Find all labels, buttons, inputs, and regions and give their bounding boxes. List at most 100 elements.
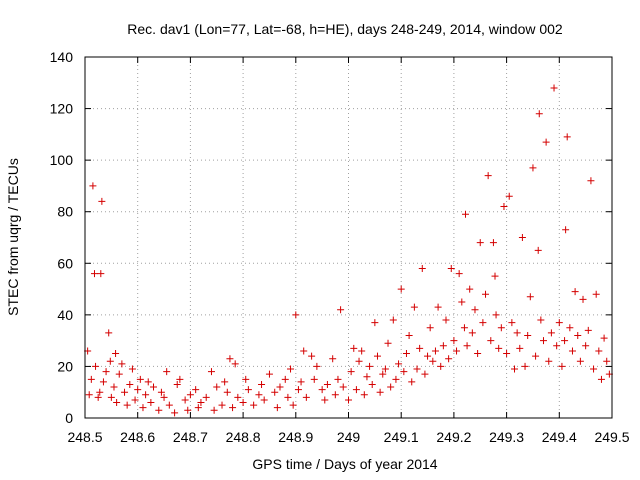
data-point bbox=[281, 375, 289, 383]
data-point bbox=[352, 386, 360, 394]
data-point bbox=[337, 306, 345, 314]
data-point bbox=[218, 401, 226, 409]
data-point bbox=[482, 290, 490, 298]
data-point bbox=[492, 311, 500, 319]
data-point bbox=[345, 396, 352, 404]
data-point bbox=[437, 362, 445, 370]
data-point bbox=[445, 355, 453, 363]
x-tick-label: 249.2 bbox=[436, 429, 471, 445]
data-point bbox=[123, 401, 131, 409]
data-point bbox=[310, 375, 318, 383]
data-point bbox=[97, 270, 105, 278]
data-point bbox=[603, 357, 611, 365]
data-point bbox=[181, 396, 189, 404]
data-point bbox=[487, 337, 495, 345]
data-point bbox=[408, 378, 416, 386]
data-point bbox=[368, 380, 376, 388]
data-point bbox=[574, 331, 582, 339]
x-tick-label: 249.4 bbox=[542, 429, 577, 445]
data-point bbox=[273, 404, 281, 412]
data-point bbox=[416, 344, 424, 352]
data-point bbox=[142, 391, 150, 399]
data-point bbox=[461, 210, 469, 218]
data-point bbox=[405, 331, 413, 339]
data-point bbox=[85, 391, 93, 399]
data-point bbox=[139, 404, 147, 412]
data-point bbox=[294, 386, 302, 394]
data-point bbox=[471, 306, 479, 314]
data-point bbox=[255, 391, 263, 399]
data-point bbox=[389, 316, 397, 324]
data-point bbox=[505, 192, 513, 200]
data-point bbox=[584, 326, 592, 334]
data-point bbox=[202, 393, 210, 401]
data-point bbox=[495, 344, 503, 352]
data-point bbox=[126, 380, 134, 388]
data-point bbox=[234, 393, 242, 401]
data-point bbox=[171, 409, 179, 417]
data-point bbox=[455, 270, 463, 278]
data-point bbox=[176, 375, 184, 383]
data-point bbox=[90, 270, 98, 278]
data-point bbox=[479, 319, 487, 327]
data-point bbox=[413, 365, 421, 373]
data-point bbox=[597, 375, 605, 383]
data-point bbox=[99, 378, 107, 386]
data-point bbox=[221, 378, 229, 386]
data-point bbox=[426, 324, 434, 332]
data-point bbox=[287, 365, 295, 373]
data-point bbox=[516, 344, 524, 352]
data-point bbox=[434, 303, 442, 311]
data-point bbox=[587, 177, 595, 185]
data-point bbox=[110, 383, 118, 391]
data-point bbox=[463, 342, 471, 350]
data-point bbox=[94, 393, 102, 401]
data-point bbox=[150, 383, 158, 391]
y-tick-label: 40 bbox=[57, 307, 73, 323]
data-point bbox=[524, 331, 532, 339]
data-point bbox=[112, 350, 120, 358]
data-point bbox=[395, 360, 403, 368]
data-point bbox=[558, 362, 566, 370]
data-point bbox=[197, 399, 205, 407]
data-point bbox=[532, 352, 540, 360]
data-point bbox=[355, 357, 363, 365]
data-point bbox=[147, 399, 155, 407]
data-point bbox=[582, 342, 590, 350]
data-point bbox=[98, 197, 106, 205]
data-point bbox=[131, 396, 139, 404]
data-point bbox=[592, 290, 600, 298]
data-point bbox=[497, 324, 505, 332]
data-point bbox=[366, 362, 374, 370]
data-point bbox=[107, 393, 115, 401]
data-point bbox=[518, 234, 526, 241]
x-tick-label: 249.3 bbox=[489, 429, 524, 445]
data-point bbox=[289, 401, 297, 409]
data-point bbox=[595, 347, 603, 355]
data-point bbox=[284, 393, 292, 401]
data-point bbox=[576, 357, 584, 365]
data-point bbox=[136, 375, 144, 383]
data-point bbox=[542, 138, 550, 146]
data-point bbox=[239, 399, 247, 407]
data-point bbox=[562, 226, 570, 234]
data-point bbox=[242, 375, 250, 383]
data-point bbox=[511, 365, 519, 373]
data-point bbox=[439, 342, 447, 350]
data-point bbox=[244, 386, 252, 394]
data-point bbox=[431, 347, 439, 355]
data-point bbox=[387, 383, 395, 391]
y-tick-label: 60 bbox=[57, 255, 73, 271]
data-point bbox=[231, 360, 239, 368]
data-point bbox=[534, 246, 542, 254]
data-point bbox=[155, 406, 163, 414]
data-point bbox=[96, 388, 104, 396]
data-point bbox=[429, 357, 437, 365]
data-point bbox=[318, 386, 326, 394]
data-point bbox=[392, 375, 400, 383]
data-point bbox=[297, 378, 305, 386]
data-point bbox=[453, 347, 461, 355]
data-point bbox=[563, 133, 571, 141]
x-tick-label: 248.7 bbox=[173, 429, 208, 445]
data-point bbox=[192, 386, 200, 394]
